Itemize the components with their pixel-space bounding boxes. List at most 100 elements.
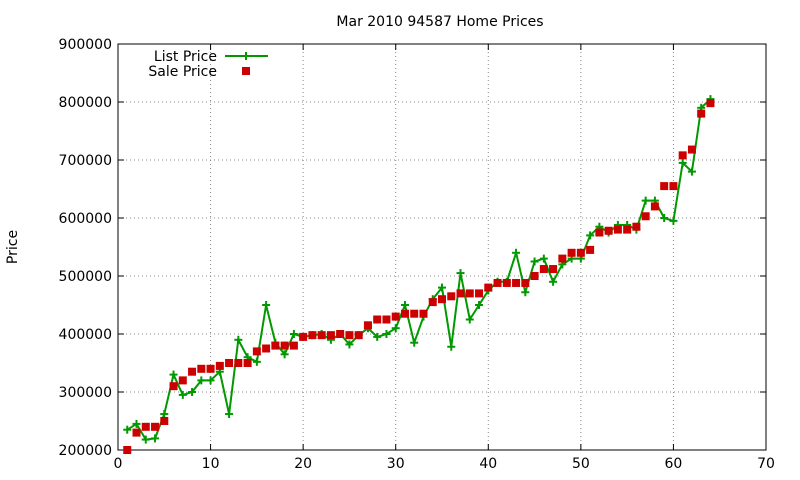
list-price-point <box>512 248 521 257</box>
sale-price-point <box>317 331 326 340</box>
list-price-point <box>410 338 419 347</box>
plot-frame <box>117 43 767 451</box>
y-tick-label: 500000 <box>59 269 112 285</box>
x-tick-label: 40 <box>479 456 497 472</box>
list-price-point <box>687 167 696 176</box>
list-price-point <box>373 332 382 341</box>
sale-price-point <box>354 331 363 340</box>
list-price-point <box>660 214 669 222</box>
legend-label-list-price: List Price <box>154 49 217 65</box>
x-tick-label: 20 <box>294 456 312 472</box>
sale-price-point <box>484 283 493 292</box>
list-price-point <box>262 301 271 309</box>
sale-price-point <box>493 278 502 287</box>
y-tick-label: 400000 <box>59 327 112 343</box>
sale-price-point <box>141 422 150 431</box>
sale-price-point <box>391 312 400 321</box>
axis-ticks: 0 10 20 30 40 50 60 70 200000 300000 400000 500000 6… <box>59 37 775 472</box>
sale-price-point <box>373 315 382 324</box>
sale-price-point <box>706 99 715 108</box>
sale-price-point <box>382 315 391 324</box>
sale-price-point <box>243 359 252 367</box>
sale-price-point <box>169 382 178 391</box>
sale-price-point <box>326 331 335 340</box>
sale-price-point <box>188 367 197 376</box>
sale-price-point <box>613 225 622 234</box>
sale-price-point <box>123 446 132 454</box>
list-price-point <box>178 390 187 399</box>
list-price-point <box>123 425 132 434</box>
grid-lines <box>118 44 766 450</box>
sale-price-point <box>234 359 243 367</box>
list-price-point <box>438 283 446 292</box>
sale-price-point <box>660 182 669 191</box>
sale-price-point <box>465 289 474 298</box>
list-price-series <box>123 95 715 444</box>
sale-price-point <box>345 331 354 340</box>
sale-price-point <box>595 228 604 237</box>
list-price-point <box>225 410 234 419</box>
list-price-point <box>197 376 206 385</box>
sale-price-point <box>521 278 530 287</box>
sale-price-point <box>576 248 585 257</box>
y-tick-label: 900000 <box>59 37 112 53</box>
x-tick-label: 50 <box>572 456 590 472</box>
sale-price-point <box>558 254 567 263</box>
sale-price-point <box>151 422 160 431</box>
legend-label-sale-price: Sale Price <box>148 64 217 80</box>
sale-price-point <box>549 265 558 274</box>
x-tick-label: 70 <box>757 456 775 472</box>
x-tick-label: 0 <box>114 456 123 472</box>
list-price-point <box>280 350 289 359</box>
sale-price-point <box>400 309 409 318</box>
x-tick-label: 30 <box>387 456 405 472</box>
sale-price-point <box>410 309 419 318</box>
sale-price-point <box>299 332 308 341</box>
list-price-point <box>252 357 261 366</box>
sale-price-point <box>438 295 446 304</box>
sale-price-point <box>623 225 632 234</box>
sale-price-point <box>650 202 659 211</box>
sale-price-point <box>530 272 539 280</box>
sale-price-point <box>289 341 298 350</box>
sale-price-point <box>215 361 224 370</box>
y-tick-label: 200000 <box>59 443 112 459</box>
chart-title: Mar 2010 94587 Home Prices <box>336 14 543 30</box>
sale-price-point <box>271 341 280 350</box>
list-price-point <box>151 434 160 443</box>
list-price-point <box>160 410 169 419</box>
list-price-point <box>456 269 465 278</box>
sale-price-point <box>363 321 372 330</box>
x-tick-label: 10 <box>202 456 220 472</box>
list-price-point <box>391 324 400 333</box>
sale-price-point <box>567 248 576 257</box>
list-price-point <box>641 196 650 205</box>
sale-price-point <box>456 289 465 298</box>
sale-price-point <box>262 344 271 353</box>
list-price-point <box>206 376 215 385</box>
sale-price-point <box>419 309 428 318</box>
y-tick-label: 700000 <box>59 153 112 169</box>
list-price-point <box>400 301 409 309</box>
list-price-point <box>521 288 530 297</box>
sale-price-point <box>280 341 289 350</box>
sale-price-series <box>123 99 715 454</box>
list-price-point <box>289 330 298 338</box>
sale-price-point <box>641 212 650 221</box>
sale-price-point <box>132 428 141 437</box>
list-price-point <box>234 335 243 344</box>
list-price-point <box>345 340 354 349</box>
y-tick-label: 600000 <box>59 211 112 227</box>
y-axis-label: Price <box>5 230 21 264</box>
x-tick-label: 60 <box>665 456 683 472</box>
list-price-point <box>678 158 687 167</box>
list-price-point <box>132 419 141 428</box>
list-price-point <box>465 315 474 324</box>
list-price-point <box>669 216 678 225</box>
sale-price-point <box>308 331 317 340</box>
sale-price-point <box>512 278 521 287</box>
list-price-point <box>141 435 150 444</box>
list-price-point <box>447 342 456 351</box>
sale-price-point <box>225 359 234 367</box>
